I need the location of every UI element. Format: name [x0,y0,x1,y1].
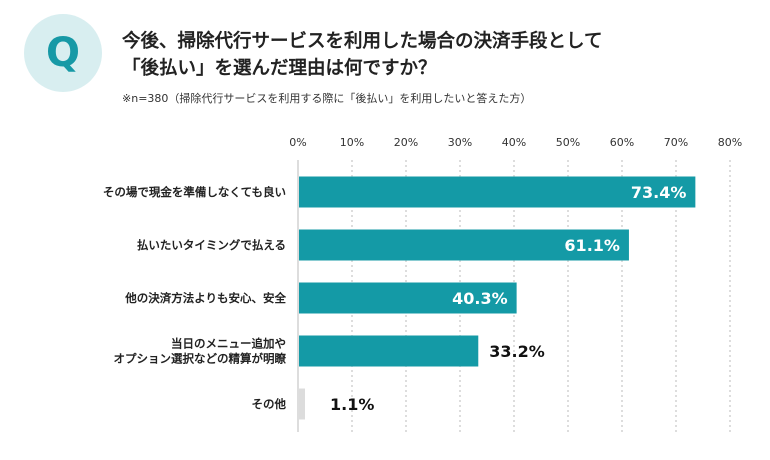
sample-note: ※n=380（掃除代行サービスを利用する際に「後払い」を利用したいと答えた方） [122,92,532,105]
x-tick-label: 20% [394,136,418,149]
x-tick-label: 50% [556,136,580,149]
x-tick-label: 80% [718,136,742,149]
x-tick-label: 60% [610,136,634,149]
category-label: 当日のメニュー追加や [171,337,286,351]
x-tick-label: 70% [664,136,688,149]
x-tick-label: 0% [289,136,306,149]
q-letter: Q [45,30,80,76]
bar [299,282,517,314]
bar [299,176,696,208]
data-label: 33.2% [489,342,545,361]
bar [299,335,479,367]
bar [299,229,629,261]
category-label: その他 [252,397,287,411]
data-label: 73.4% [631,183,687,202]
bar [299,388,305,420]
category-label: 払いたいタイミングで払える [137,238,286,252]
data-label: 61.1% [564,236,620,255]
x-tick-label: 10% [340,136,364,149]
category-label: オプション選択などの精算が明瞭 [114,352,287,366]
category-label: その場で現金を準備しなくても良い [103,185,286,199]
data-label: 1.1% [330,395,374,414]
q-badge: Q [24,14,102,92]
page-title: 今後、掃除代行サービスを利用した場合の決済手段として 「後払い」を選んだ理由は何… [122,28,722,82]
x-tick-label: 40% [502,136,526,149]
x-tick-label: 30% [448,136,472,149]
category-label: 他の決済方法よりも安心、安全 [124,291,286,305]
data-label: 40.3% [452,289,508,308]
title-line-2: 「後払い」を選んだ理由は何ですか？ [122,58,437,79]
title-line-1: 今後、掃除代行サービスを利用した場合の決済手段として [122,31,603,52]
